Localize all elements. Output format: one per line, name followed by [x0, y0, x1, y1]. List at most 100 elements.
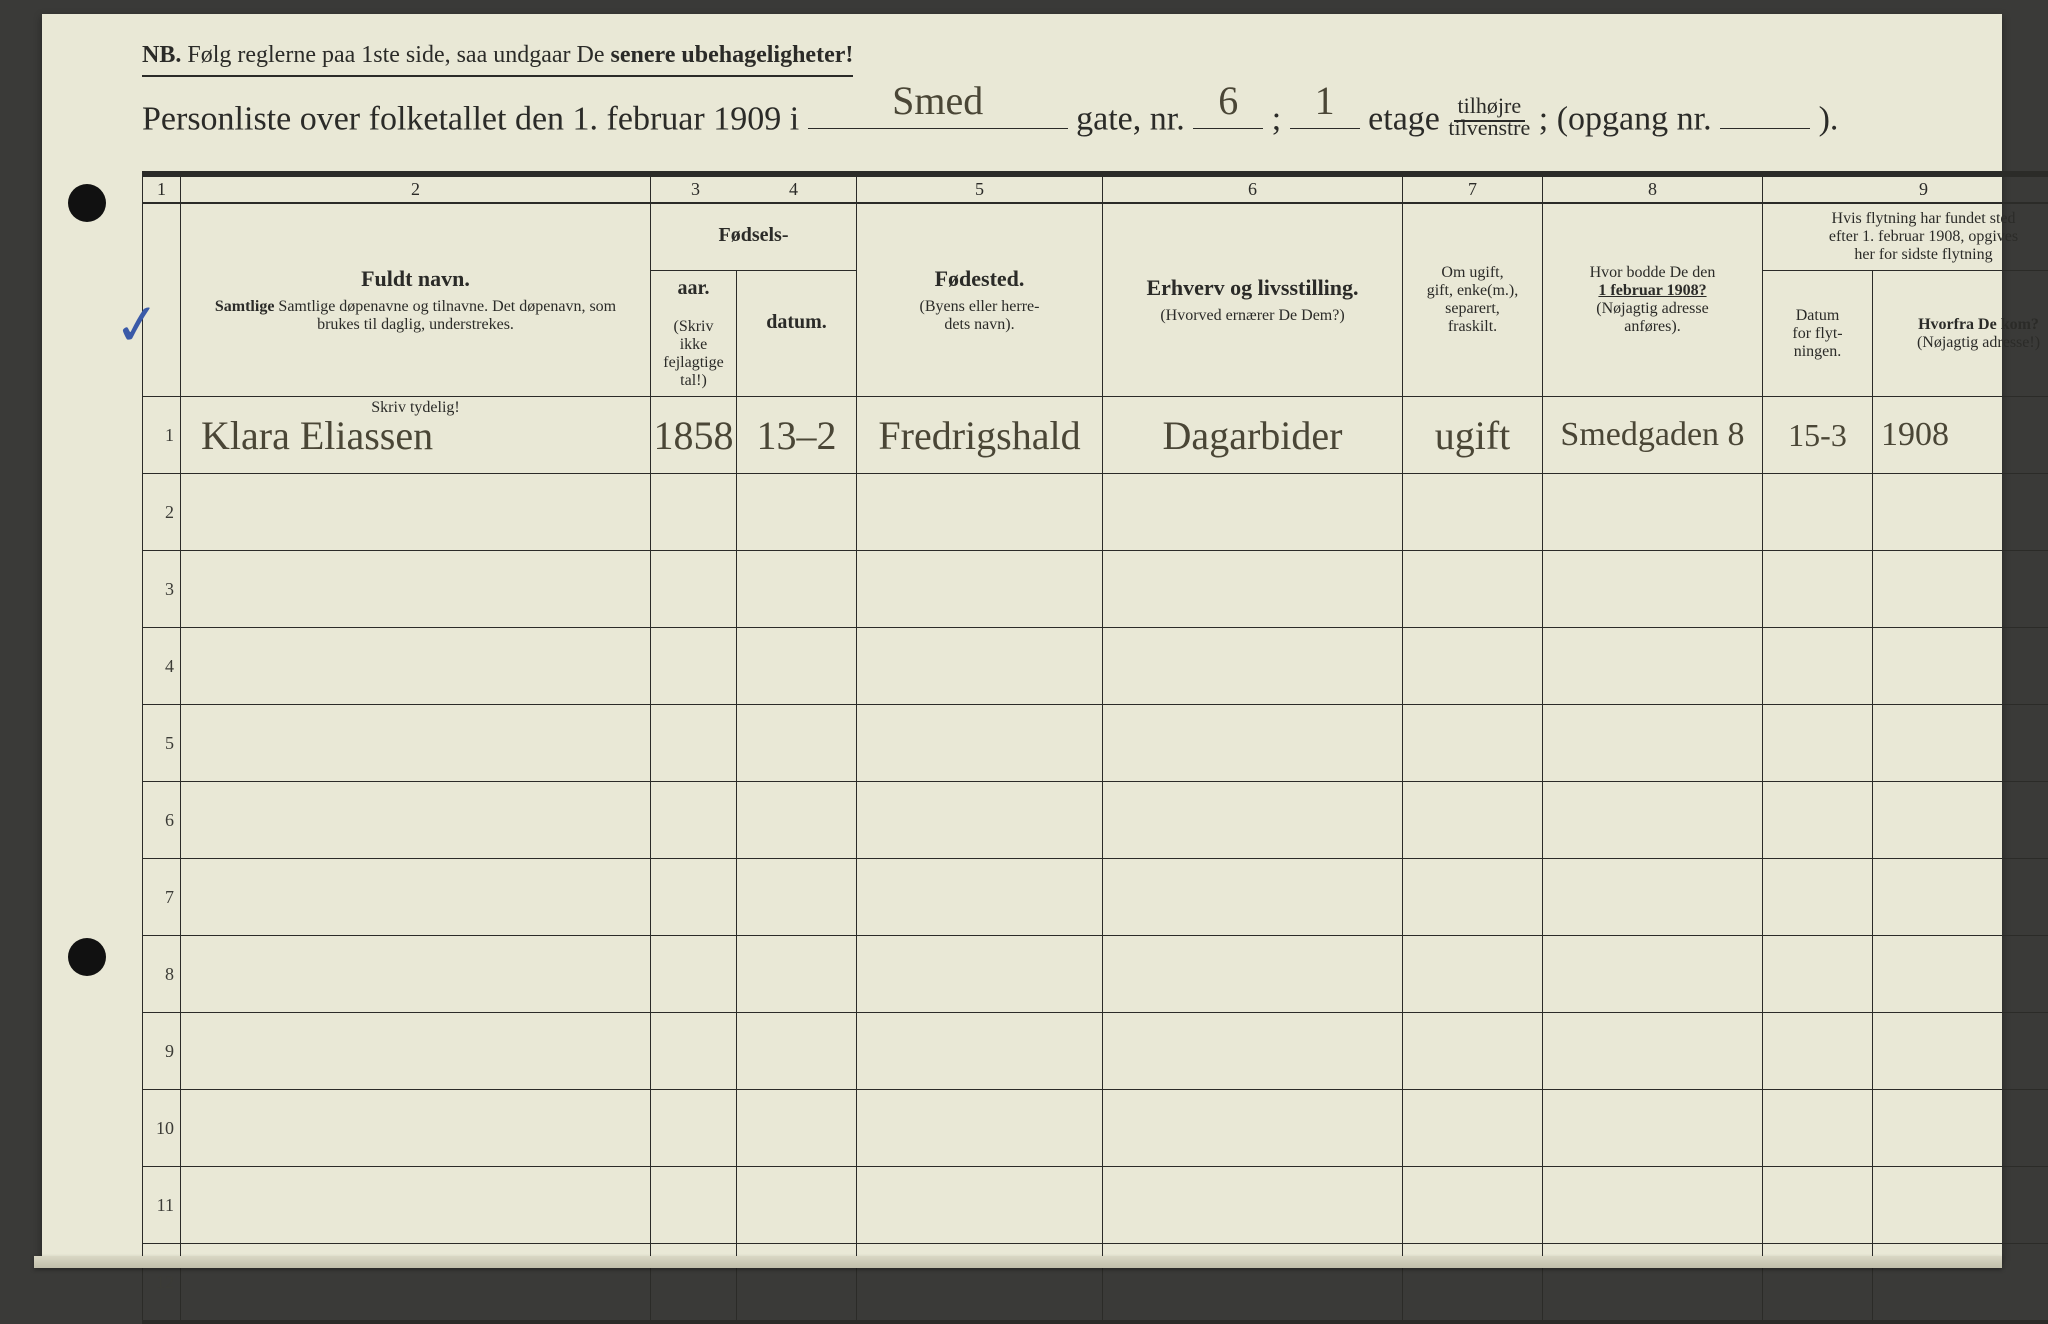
punch-hole [68, 184, 106, 222]
h9-2: efter 1. februar 1908, opgives [1771, 228, 2048, 246]
head-status: Om ugift, gift, enke(m.), separert, fras… [1403, 203, 1543, 397]
blank-etage: 1 [1290, 91, 1360, 129]
h9a3: ningen. [1771, 343, 1864, 361]
row-num: 4 [143, 628, 181, 705]
table-row: 4 [143, 628, 2048, 705]
head-occ: Erhverv og livsstilling. (Hvorved ernære… [1103, 203, 1403, 397]
head-name-title: Fuldt navn. [189, 266, 642, 292]
page-content: NB. Følg reglerne paa 1ste side, saa und… [42, 14, 2002, 1324]
page-stack-edge [34, 1256, 2002, 1268]
label-etage: etage [1368, 100, 1440, 137]
head-place: Fødested. (Byens eller herre- dets navn)… [857, 203, 1103, 397]
head-movedate: Datum for flyt- ningen. [1763, 271, 1873, 397]
colnum: 8 [1543, 174, 1763, 203]
head-birth-title: Fødsels- [659, 224, 848, 247]
h7-3: separert, [1411, 300, 1534, 318]
semi: ; [1272, 100, 1281, 137]
head-date: datum. . [737, 271, 857, 397]
hand-street: Smed [808, 77, 1068, 124]
cell-status: ugift [1403, 397, 1543, 474]
colnum: 5 [857, 174, 1103, 203]
row-num: 9 [143, 1013, 181, 1090]
hand-nr: 6 [1193, 77, 1263, 124]
head-place-sub2: dets navn). [865, 316, 1094, 334]
row-num: 2 [143, 474, 181, 551]
h9-3: her for sidste flytning [1771, 246, 2048, 264]
nb-notice: NB. Følg reglerne paa 1ste side, saa und… [142, 42, 853, 77]
cell-movefrom: 1908 [1873, 397, 2048, 474]
table-body: 1 Skriv tydelig! Klara Eliassen 1858 13–… [143, 397, 2048, 1323]
hand-occ: Dagarbider [1163, 413, 1343, 458]
row-num: 10 [143, 1090, 181, 1167]
semi: ; [1539, 100, 1548, 137]
row-num: 8 [143, 936, 181, 1013]
head-occ-sub: (Hvorved ernærer De Dem?) [1111, 307, 1394, 325]
head-birth: Fødsels- [651, 203, 857, 271]
h8-2: 1 februar 1908? [1598, 282, 1706, 299]
h9a2: for flyt- [1771, 325, 1864, 343]
head-place-title: Fødested. [865, 266, 1094, 292]
h9b1: Hvorfra De kom? [1918, 316, 2039, 333]
nb-text-a: Følg reglerne paa 1ste side, saa undgaar… [187, 42, 610, 68]
blank-opgang [1720, 91, 1810, 129]
hand-addr: Smedgaden 8 [1560, 416, 1744, 453]
row-num: 3 [143, 551, 181, 628]
hand-movefrom: 1908 [1881, 416, 1949, 453]
stack-side: tilhøjre tilvenstre [1448, 95, 1530, 139]
h-year: aar. [659, 277, 728, 300]
table-row: 7 [143, 859, 2048, 936]
row-num: 7 [143, 859, 181, 936]
nb-label: NB. [142, 42, 181, 68]
nb-text-b: senere ubehageligheter! [611, 42, 854, 68]
hand-place: Fredrigshald [878, 413, 1080, 458]
head-year: aar. (Skriv ikke fejlagtige tal!) [651, 271, 737, 397]
colnum: 2 [181, 174, 651, 203]
table-row: 1 Skriv tydelig! Klara Eliassen 1858 13–… [143, 397, 2048, 474]
blank-nr: 6 [1193, 91, 1263, 129]
h8-1: Hvor bodde De den [1551, 264, 1754, 282]
hand-status: ugift [1435, 413, 1511, 458]
h9a1: Datum [1771, 307, 1864, 325]
h8-3: (Nøjagtig adresse [1551, 300, 1754, 318]
checkmark-annotation: ✓ [111, 290, 165, 361]
table-row: 5 [143, 705, 2048, 782]
table-row: 2 [143, 474, 2048, 551]
head-move: Hvis flytning har fundet sted efter 1. f… [1763, 203, 2048, 271]
col-number-row: 1 2 3 4 5 6 7 8 9 [143, 174, 2048, 203]
h7-2: gift, enke(m.), [1411, 282, 1534, 300]
label-gate: gate, nr. [1076, 100, 1185, 137]
row-num: 5 [143, 705, 181, 782]
hint-write-clearly: Skriv tydelig! [181, 399, 650, 417]
table-row: 10 [143, 1090, 2048, 1167]
table-row: 11 [143, 1167, 2048, 1244]
hand-year: 1858 [654, 413, 734, 458]
colnum: 9 [1763, 174, 2048, 203]
title-line: Personliste over folketallet den 1. febr… [142, 91, 1940, 149]
row-num: 11 [143, 1167, 181, 1244]
colnum-3: 3 [691, 179, 700, 199]
row-num: 1 [143, 397, 181, 474]
census-table: 1 2 3 4 5 6 7 8 9 Fuldt navn. [142, 171, 2048, 1324]
hand-date: 13–2 [757, 413, 837, 458]
h7-1: Om ugift, [1411, 264, 1534, 282]
h7-4: fraskilt. [1411, 318, 1534, 336]
cell-addr: Smedgaden 8 [1543, 397, 1763, 474]
cell-movedate: 15-3 [1763, 397, 1873, 474]
table-row: 3 [143, 551, 2048, 628]
punch-hole [68, 938, 106, 976]
colnum: 6 [1103, 174, 1403, 203]
stack-bot: tilvenstre [1448, 113, 1530, 140]
head-occ-title: Erhverv og livsstilling. [1111, 275, 1394, 301]
head-name: Fuldt navn. Samtlige Samtlige døpenavne … [181, 203, 651, 397]
colnum: 7 [1403, 174, 1543, 203]
cell-year: 1858 [651, 397, 737, 474]
colnum-4: 4 [789, 179, 798, 199]
hand-name: Klara Eliassen [201, 413, 433, 458]
cell-place: Fredrigshald [857, 397, 1103, 474]
row-num: 6 [143, 782, 181, 859]
cell-occ: Dagarbider [1103, 397, 1403, 474]
blank-street: Smed [808, 91, 1068, 129]
cell-name: Skriv tydelig! Klara Eliassen [181, 397, 651, 474]
table-row: 9 [143, 1013, 2048, 1090]
hand-movedate: 15-3 [1788, 417, 1847, 453]
